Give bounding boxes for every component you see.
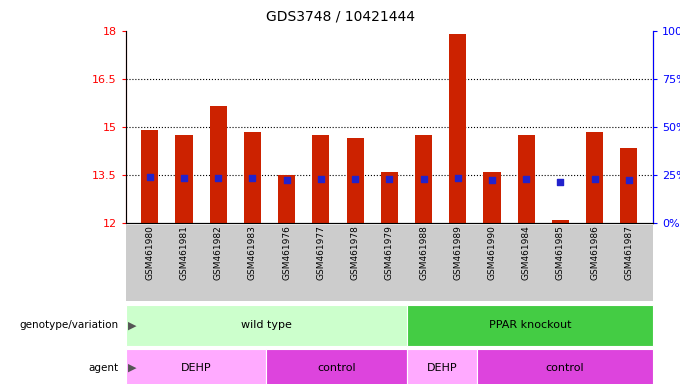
Point [213, 175, 224, 181]
Text: DEHP: DEHP [426, 362, 458, 373]
Point [247, 175, 258, 181]
Point [452, 175, 463, 181]
Text: control: control [318, 362, 356, 373]
Point [144, 174, 155, 180]
Text: genotype/variation: genotype/variation [20, 320, 119, 331]
Bar [620, 147, 637, 223]
Text: control: control [545, 362, 584, 373]
Text: ▶: ▶ [128, 320, 136, 331]
Text: GDS3748 / 10421444: GDS3748 / 10421444 [265, 10, 415, 23]
Point [624, 177, 634, 183]
Point [418, 175, 429, 182]
Point [282, 177, 292, 183]
Bar [244, 132, 261, 223]
Bar [483, 172, 500, 223]
Point [316, 175, 326, 182]
Point [521, 175, 532, 182]
Bar [415, 135, 432, 223]
Bar [141, 130, 158, 223]
Bar [517, 135, 534, 223]
Point [555, 179, 566, 185]
Text: DEHP: DEHP [181, 362, 211, 373]
Text: PPAR knockout: PPAR knockout [489, 320, 571, 331]
Point [384, 175, 395, 182]
Text: ▶: ▶ [128, 362, 136, 373]
Point [486, 177, 497, 183]
Bar [381, 172, 398, 223]
Point [589, 175, 600, 182]
Point [350, 175, 360, 182]
Bar [552, 220, 569, 223]
Point [179, 175, 190, 181]
Bar [586, 132, 603, 223]
Bar [312, 135, 329, 223]
Text: agent: agent [89, 362, 119, 373]
Bar [209, 106, 226, 223]
Text: wild type: wild type [241, 320, 292, 331]
Bar [347, 138, 364, 223]
Bar [278, 175, 295, 223]
Bar [449, 34, 466, 223]
Bar [175, 135, 192, 223]
